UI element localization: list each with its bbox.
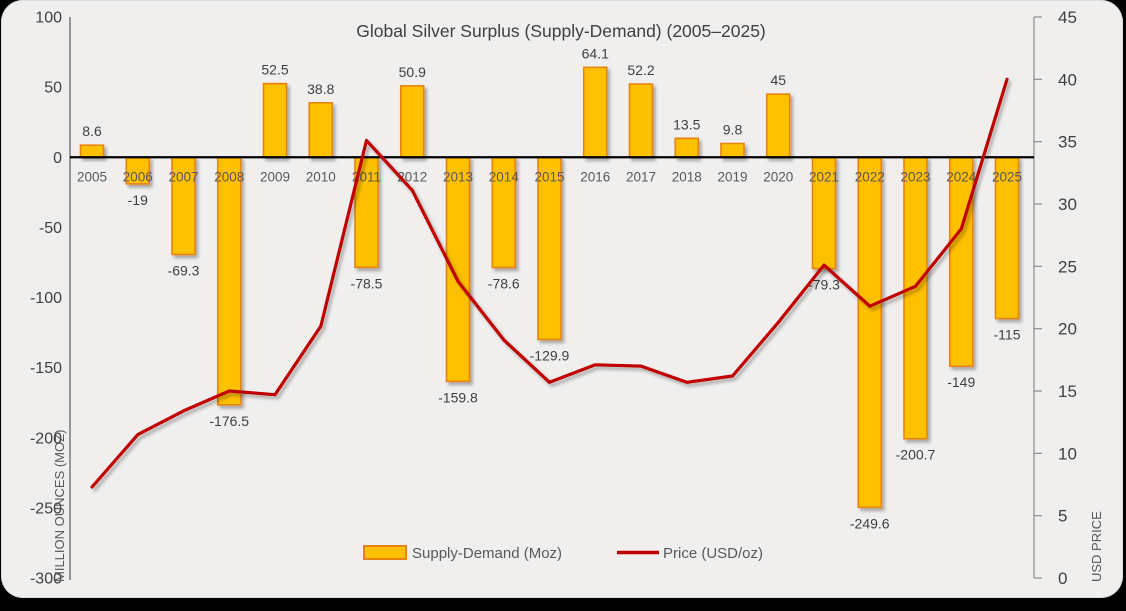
bar-label-2017: 52.2 bbox=[627, 62, 654, 78]
bar-2009 bbox=[262, 82, 288, 159]
bar-label-2021: -79.3 bbox=[808, 276, 840, 292]
price-line bbox=[90, 77, 1009, 489]
bar-2005 bbox=[79, 144, 105, 159]
bar-label-2010: 38.8 bbox=[307, 81, 334, 97]
right-axis-tick-10: 10 bbox=[1058, 444, 1077, 463]
bar-2023 bbox=[903, 156, 928, 440]
silver-surplus-combo-chart: Global Silver Surplus (Supply-Demand) (2… bbox=[30, 8, 1104, 588]
bar-label-2006: -19 bbox=[128, 192, 148, 208]
left-axis-title: MILLION OUNCES (MOZ) bbox=[52, 430, 67, 582]
bar-label-2019: 9.8 bbox=[723, 122, 743, 138]
bar-label-2007: -69.3 bbox=[168, 262, 200, 278]
x-tick-2010: 2010 bbox=[306, 169, 336, 184]
x-tick-2005: 2005 bbox=[77, 169, 107, 184]
right-axis-title: USD PRICE bbox=[1089, 511, 1104, 582]
x-tick-2013: 2013 bbox=[443, 169, 473, 184]
bar-label-2013: -159.8 bbox=[438, 389, 478, 405]
bar-label-2005: 8.6 bbox=[82, 123, 102, 139]
left-axis-tick--50: -50 bbox=[39, 220, 62, 237]
bar-label-2025: -115 bbox=[994, 327, 1021, 343]
left-axis-tick-50: 50 bbox=[44, 80, 62, 97]
left-axis-tick--100: -100 bbox=[30, 290, 62, 307]
x-tick-2007: 2007 bbox=[168, 169, 198, 184]
chart-panel: Global Silver Surplus (Supply-Demand) (2… bbox=[1, 0, 1123, 598]
right-axis-tick-15: 15 bbox=[1058, 382, 1077, 401]
bar-2012 bbox=[399, 85, 425, 159]
bar-label-2018: 13.5 bbox=[673, 116, 700, 132]
bar-2019 bbox=[720, 142, 745, 159]
right-axis-tick-25: 25 bbox=[1058, 257, 1077, 276]
x-tick-2016: 2016 bbox=[580, 169, 610, 184]
x-tick-2015: 2015 bbox=[534, 169, 564, 184]
x-tick-2025: 2025 bbox=[992, 169, 1022, 184]
bar-2018 bbox=[674, 137, 700, 159]
left-axis-tick-100: 100 bbox=[35, 10, 62, 27]
right-axis-tick-35: 35 bbox=[1058, 133, 1077, 152]
right-axis-tick-5: 5 bbox=[1058, 507, 1067, 526]
bar-label-2011: -78.5 bbox=[351, 275, 383, 291]
bar-label-2014: -78.6 bbox=[488, 275, 520, 291]
x-tick-2022: 2022 bbox=[855, 169, 885, 184]
bar-2010 bbox=[308, 102, 334, 159]
bar-2008 bbox=[216, 156, 242, 406]
bar-label-2012: 50.9 bbox=[399, 64, 426, 80]
x-tick-2020: 2020 bbox=[763, 169, 793, 184]
bar-label-2023: -200.7 bbox=[896, 447, 936, 463]
bar-2015 bbox=[537, 156, 562, 341]
left-axis-tick-0: 0 bbox=[53, 150, 62, 167]
left-axis-tick--300: -300 bbox=[30, 571, 62, 588]
bar-2022 bbox=[857, 156, 883, 509]
bar-2020 bbox=[765, 93, 791, 159]
right-axis-tick-45: 45 bbox=[1058, 8, 1077, 27]
x-tick-2021: 2021 bbox=[809, 169, 839, 184]
bar-label-2022: -249.6 bbox=[850, 515, 890, 531]
legend-line-label: Price (USD/oz) bbox=[663, 545, 763, 562]
right-axis-tick-30: 30 bbox=[1058, 195, 1077, 214]
bar-2017 bbox=[628, 83, 654, 159]
x-tick-2023: 2023 bbox=[900, 169, 930, 184]
x-tick-2017: 2017 bbox=[626, 169, 656, 184]
bar-label-2009: 52.5 bbox=[261, 62, 288, 78]
x-tick-2018: 2018 bbox=[672, 169, 702, 184]
legend-bar-swatch bbox=[363, 545, 407, 560]
bar-2024 bbox=[948, 156, 974, 368]
left-axis-tick--200: -200 bbox=[30, 430, 62, 447]
x-tick-2008: 2008 bbox=[214, 169, 244, 184]
bar-label-2016: 64.1 bbox=[582, 45, 609, 61]
x-tick-2019: 2019 bbox=[717, 169, 747, 184]
bar-label-2015: -129.9 bbox=[530, 347, 570, 363]
left-axis-tick--150: -150 bbox=[30, 360, 62, 377]
x-tick-2024: 2024 bbox=[946, 169, 977, 184]
bar-label-2024: -149 bbox=[947, 374, 975, 390]
bar-label-2020: 45 bbox=[770, 72, 786, 88]
left-axis-tick--250: -250 bbox=[30, 500, 62, 517]
bar-2013 bbox=[445, 156, 471, 383]
bar-2016 bbox=[582, 66, 608, 159]
x-tick-2006: 2006 bbox=[123, 169, 153, 184]
right-axis-tick-0: 0 bbox=[1058, 569, 1067, 588]
chart-title: Global Silver Surplus (Supply-Demand) (2… bbox=[356, 21, 766, 41]
right-axis-tick-40: 40 bbox=[1058, 70, 1077, 89]
right-axis-tick-20: 20 bbox=[1058, 320, 1077, 339]
legend-bar-label: Supply-Demand (Moz) bbox=[412, 545, 562, 562]
bar-label-2008: -176.5 bbox=[209, 413, 249, 429]
x-tick-2014: 2014 bbox=[489, 169, 520, 184]
x-tick-2009: 2009 bbox=[260, 169, 290, 184]
